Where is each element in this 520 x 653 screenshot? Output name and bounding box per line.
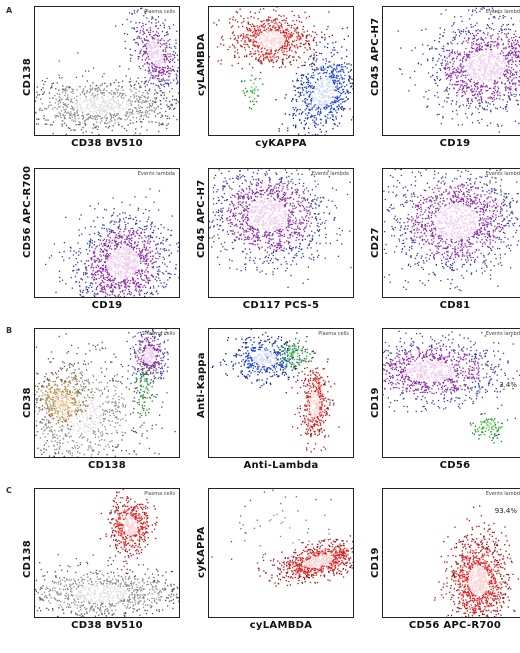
- scatter-svg: [211, 329, 340, 453]
- plot-area: Events lambda: [382, 6, 520, 136]
- gate-label: Events lambda: [485, 491, 520, 497]
- y-axis-label: CD45 APC-H7: [196, 179, 207, 258]
- percent-label: 3.4%: [499, 381, 517, 389]
- y-axis-label: CD138: [22, 57, 33, 96]
- y-axis-label: CD19: [370, 547, 381, 578]
- row-letter-b: B: [6, 326, 13, 335]
- y-axis-label: CD38: [22, 387, 33, 418]
- scatter-svg: [209, 169, 352, 288]
- x-axis-label: CD81: [439, 300, 471, 311]
- x-axis-label: CD19: [91, 300, 123, 311]
- y-axis-label: CD19: [370, 387, 381, 418]
- gate-label: Plasma cells: [144, 331, 175, 337]
- x-axis-label: CD117 PCS-5: [242, 300, 320, 311]
- population-blue-minor: [211, 489, 338, 575]
- y-axis-label: CD27: [370, 227, 381, 258]
- population-orange-cluster: [35, 362, 91, 442]
- population-red-cluster: [99, 489, 158, 574]
- population-gray-density: [35, 333, 176, 457]
- population-purple-cluster: [45, 188, 179, 297]
- plot-area: [208, 488, 354, 618]
- x-axis-label: cyKAPPA: [255, 138, 307, 149]
- scatter-svg: [383, 329, 520, 444]
- population-green-minor: [469, 413, 516, 444]
- x-axis-label: CD56 APC-R700: [408, 620, 502, 631]
- scatter-svg: [35, 329, 176, 457]
- gate-label: Events lambda: [485, 331, 520, 337]
- plot-area: Events lambda 93.4%: [382, 488, 520, 618]
- population-green-minor: [128, 351, 161, 432]
- x-axis-label: CD56: [439, 460, 471, 471]
- population-purple-cluster: [126, 329, 169, 394]
- scatter-svg: [434, 505, 519, 617]
- gate-label: Events lambda: [311, 171, 349, 177]
- population-red-cluster: [291, 350, 340, 453]
- x-axis-label: CD138: [87, 460, 126, 471]
- y-axis-label: cyLAMBDA: [196, 33, 207, 96]
- population-purple-cluster: [397, 7, 520, 133]
- scatter-svg: [211, 489, 353, 587]
- gate-label: Events lambda: [137, 171, 175, 177]
- scatter-svg: [209, 7, 353, 135]
- scatter-svg: [45, 188, 179, 297]
- population-blue-cluster: [211, 329, 329, 394]
- y-axis-label: CD56 APC-R700: [22, 165, 33, 258]
- population-purple-cluster: [383, 169, 520, 292]
- gate-label: Plasma cells: [144, 491, 175, 497]
- population-purple-cluster: [383, 329, 520, 439]
- plot-area: Events lambda: [208, 168, 354, 298]
- x-axis-label: cyLAMBDA: [249, 620, 313, 631]
- row-letter-c: C: [6, 486, 12, 495]
- population-purple-cluster: [115, 7, 179, 109]
- gate-label: Events lambda: [485, 9, 520, 15]
- gate-label: Events lambda: [485, 171, 520, 177]
- scatter-svg: [397, 7, 520, 133]
- plot-area: [208, 6, 354, 136]
- population-purple-cluster: [209, 169, 352, 288]
- y-axis-label: cyKAPPA: [196, 526, 207, 578]
- gate-label: Plasma cells: [318, 331, 349, 337]
- y-axis-label: CD138: [22, 539, 33, 578]
- scatter-svg: [35, 7, 179, 135]
- plot-area: Events lambda 3.4%: [382, 328, 520, 458]
- y-axis-label: Anti-Kappa: [196, 352, 207, 418]
- x-axis-label: CD38 BV510: [71, 620, 143, 631]
- x-axis-label: Anti-Lambda: [243, 460, 319, 471]
- plot-area: Events lambda: [34, 168, 180, 298]
- population-red-cluster: [257, 535, 353, 587]
- plot-area: Plasma cells: [34, 328, 180, 458]
- population-blue-cluster: [275, 27, 353, 135]
- plot-area: Events lambda: [382, 168, 520, 298]
- population-red-cluster: [209, 7, 330, 77]
- plot-area: Plasma cells: [208, 328, 354, 458]
- population-green-minor: [240, 74, 264, 110]
- x-axis-label: CD19: [439, 138, 471, 149]
- plot-area: Plasma cells: [34, 488, 180, 618]
- population-green-minor: [266, 337, 315, 377]
- scatter-svg: [383, 169, 520, 292]
- plot-area: Plasma cells: [34, 6, 180, 136]
- y-axis-label: CD45 APC-H7: [370, 17, 381, 96]
- scatter-svg: [35, 489, 179, 617]
- population-gray-density: [35, 553, 179, 617]
- x-axis-label: CD38 BV510: [71, 138, 143, 149]
- population-red-cluster: [434, 505, 519, 617]
- gate-label: Plasma cells: [144, 9, 175, 15]
- row-letter-a: A: [6, 6, 13, 15]
- percent-label: 93.4%: [494, 507, 517, 515]
- population-gray-density: [35, 52, 179, 135]
